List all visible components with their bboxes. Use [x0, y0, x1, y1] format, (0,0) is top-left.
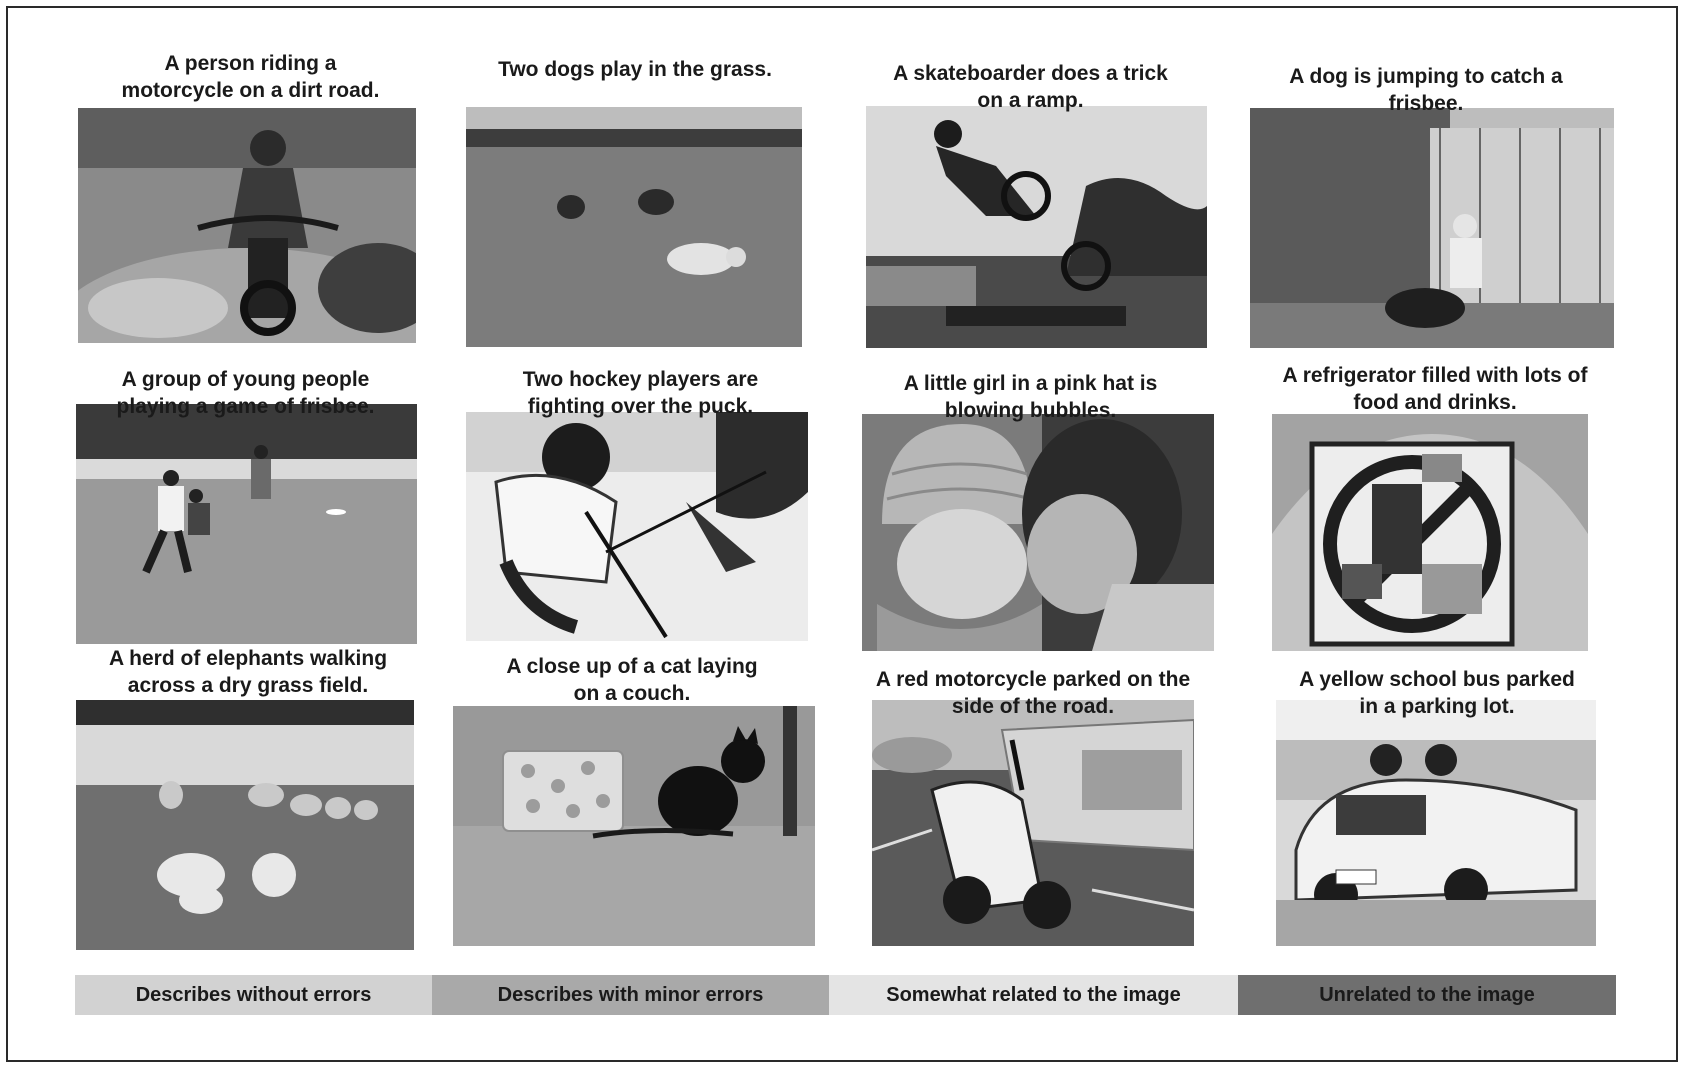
photo-hockey	[466, 412, 808, 641]
caption-skateboarder: A skateboarder does a trick on a ramp.	[893, 62, 1168, 112]
photo-cat-couch	[453, 706, 815, 946]
photo-pink-hat	[862, 414, 1214, 651]
caption-pink-hat: A little girl in a pink hat is blowing bu…	[903, 372, 1158, 422]
legend-label-minor-errors: Describes with minor errors	[497, 983, 764, 1006]
photo-motorcycle-dirt	[78, 108, 416, 343]
legend-label-without-errors: Describes without errors	[135, 983, 372, 1006]
caption-two-dogs: Two dogs play in the grass.	[498, 58, 772, 81]
caption-cat-couch: A close up of a cat laying on a couch.	[506, 655, 758, 705]
photo-elephants	[76, 700, 414, 950]
photo-frisbee-game	[76, 404, 417, 644]
caption-dog-frisbee: A dog is jumping to catch a frisbee.	[1289, 65, 1563, 115]
caption-elephants: A herd of elephants walking across a dry …	[108, 647, 388, 697]
legend-somewhat-related: Somewhat related to the image	[829, 975, 1238, 1015]
legend-minor-errors: Describes with minor errors	[432, 975, 829, 1015]
legend-label-unrelated: Unrelated to the image	[1319, 983, 1535, 1006]
caption-hockey: Two hockey players are fighting over the …	[522, 368, 759, 418]
caption-school-bus: A yellow school bus parked in a parking l…	[1299, 668, 1575, 718]
photo-skateboarder	[866, 106, 1207, 348]
caption-motorcycle-dirt: A person riding a motorcycle on a dirt ro…	[121, 52, 380, 102]
caption-refrigerator: A refrigerator filled with lots of food a…	[1282, 364, 1588, 414]
legend-unrelated: Unrelated to the image	[1238, 975, 1616, 1015]
photo-school-bus	[1276, 700, 1596, 946]
photo-dog-frisbee	[1250, 108, 1614, 348]
photo-red-motorcycle	[872, 700, 1194, 946]
legend-without-errors: Describes without errors	[75, 975, 432, 1015]
photo-two-dogs	[466, 107, 802, 347]
legend-label-somewhat-related: Somewhat related to the image	[886, 983, 1181, 1006]
photo-refrigerator	[1272, 414, 1588, 651]
caption-frisbee-game: A group of young people playing a game of…	[116, 368, 375, 418]
caption-red-motorcycle: A red motorcycle parked on the side of th…	[875, 668, 1191, 718]
